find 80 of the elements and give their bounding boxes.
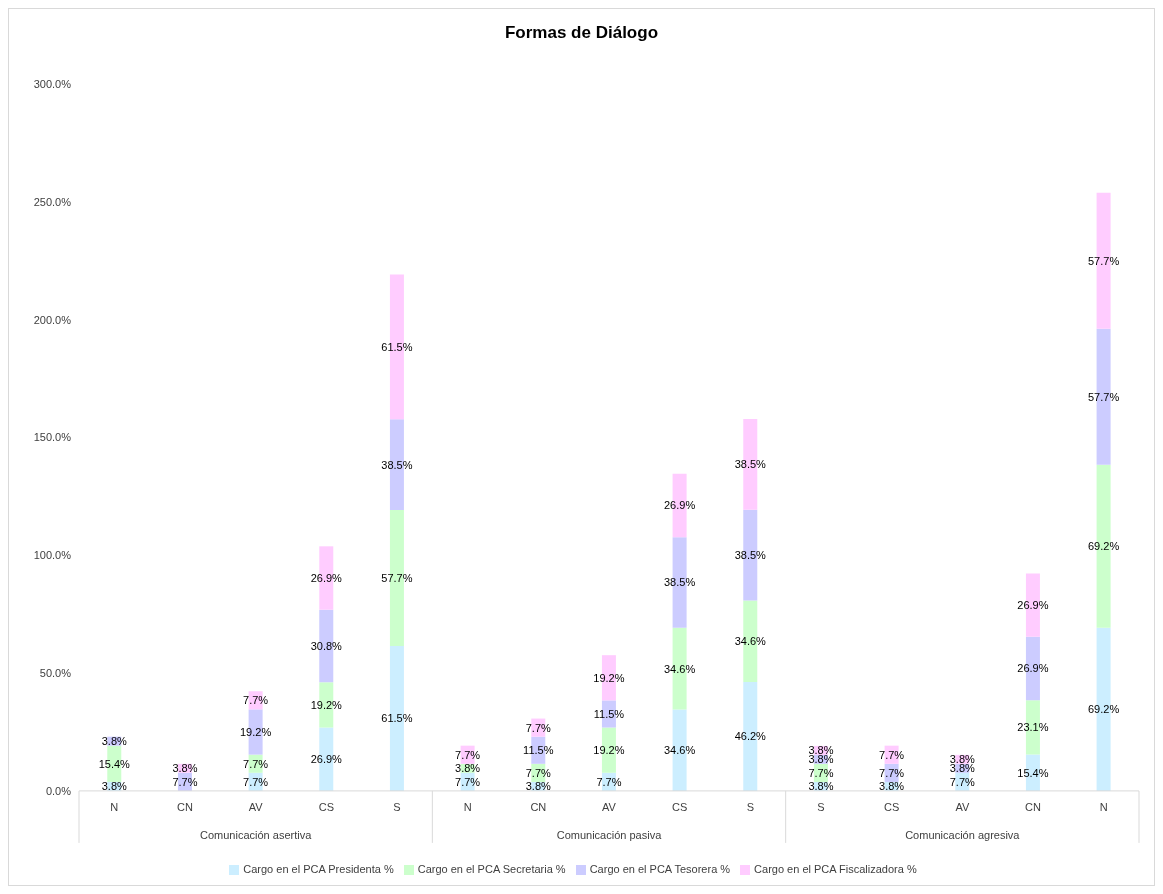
data-label: 34.6% xyxy=(664,662,696,675)
data-label: 34.6% xyxy=(664,744,696,757)
legend-label: Cargo en el PCA Tesorera % xyxy=(589,862,731,875)
data-label: 7.7% xyxy=(949,775,976,788)
x-tick-label: S xyxy=(393,800,401,813)
y-tick-label: 150.0% xyxy=(33,431,72,444)
data-label: 38.5% xyxy=(734,549,767,562)
data-label: 38.5% xyxy=(664,576,696,589)
data-label: 11.5% xyxy=(523,744,554,757)
data-label: 15.4% xyxy=(98,757,131,770)
x-tick-label: CS xyxy=(884,800,900,813)
x-tick-label: CS xyxy=(672,800,688,813)
data-label: 46.2% xyxy=(734,730,767,743)
data-label: 61.5% xyxy=(381,340,413,353)
data-label: 38.5% xyxy=(381,458,413,471)
data-label: 19.2% xyxy=(593,744,625,757)
x-tick-label: CN xyxy=(177,800,193,813)
data-label: 26.9% xyxy=(310,572,343,585)
x-tick-label: N xyxy=(463,800,472,813)
legend-label: Cargo en el PCA Secretaria % xyxy=(417,862,566,875)
data-label: 30.8% xyxy=(310,639,343,652)
data-label: 26.9% xyxy=(1017,662,1049,675)
data-label: 7.7% xyxy=(879,766,905,779)
data-label: 3.8% xyxy=(101,780,128,793)
data-label: 3.8% xyxy=(525,780,552,793)
data-label: 57.7% xyxy=(1088,390,1120,403)
data-label: 7.7% xyxy=(808,766,834,779)
text: Comunicación agresiva xyxy=(905,828,1021,841)
data-label: 3.8% xyxy=(808,780,834,793)
x-tick-label: AV xyxy=(955,800,970,813)
y-tick-label: 300.0% xyxy=(33,77,72,90)
data-label: 3.8% xyxy=(101,735,128,748)
data-label: 38.5% xyxy=(734,458,767,471)
data-label: 57.7% xyxy=(381,572,413,585)
data-label: 26.9% xyxy=(310,753,343,766)
data-label: 34.6% xyxy=(734,635,767,648)
x-tick-label: S xyxy=(746,800,755,813)
data-label: 7.7% xyxy=(525,766,552,779)
data-label: 7.7% xyxy=(455,775,481,788)
data-label: 3.8% xyxy=(172,762,198,775)
y-tick-label: 250.0% xyxy=(33,195,72,208)
text: Comunicación asertiva xyxy=(200,828,313,841)
data-label: 69.2% xyxy=(1088,540,1120,553)
data-label: 26.9% xyxy=(664,499,696,512)
data-label: 15.4% xyxy=(1017,766,1049,779)
chart-title: Formas de Diálogo xyxy=(504,23,659,43)
data-label: 7.7% xyxy=(243,694,269,707)
data-label: 26.9% xyxy=(1017,599,1049,612)
x-tick-label: N xyxy=(1099,800,1108,813)
data-label: 7.7% xyxy=(455,748,481,761)
data-label: 7.7% xyxy=(525,721,552,734)
data-label: 3.8% xyxy=(879,780,905,793)
y-tick-label: 0.0% xyxy=(45,784,72,797)
data-label: 7.7% xyxy=(596,775,622,788)
y-tick-label: 50.0% xyxy=(39,666,72,679)
data-label: 11.5% xyxy=(593,707,625,720)
data-label: 23.1% xyxy=(1017,721,1049,734)
legend-label: Cargo en el PCA Presidenta % xyxy=(243,862,394,875)
y-tick-label: 100.0% xyxy=(33,549,72,562)
legend-label: Cargo en el PCA Fiscalizadora % xyxy=(754,862,917,875)
x-tick-label: CS xyxy=(318,800,334,813)
data-label: 61.5% xyxy=(381,712,413,725)
data-label: 7.7% xyxy=(243,757,269,770)
x-tick-label: CN xyxy=(530,800,547,813)
x-tick-label: CN xyxy=(1025,800,1041,813)
x-tick-label: S xyxy=(817,800,825,813)
x-tick-label: AV xyxy=(248,800,264,813)
data-label: 19.2% xyxy=(240,726,272,738)
x-tick-label: AV xyxy=(602,800,617,813)
data-label: 57.7% xyxy=(1088,254,1120,267)
data-label: 19.2% xyxy=(593,671,625,684)
y-tick-label: 200.0% xyxy=(33,313,72,326)
data-label: 7.7% xyxy=(879,748,905,761)
data-label: 69.2% xyxy=(1088,703,1120,716)
data-label: 7.7% xyxy=(243,775,269,788)
x-tick-label: N xyxy=(110,800,119,813)
text: Comunicación pasiva xyxy=(556,828,663,841)
data-label: 3.8% xyxy=(455,762,481,775)
data-label: 7.7% xyxy=(172,775,198,788)
data-label: 19.2% xyxy=(310,698,343,711)
